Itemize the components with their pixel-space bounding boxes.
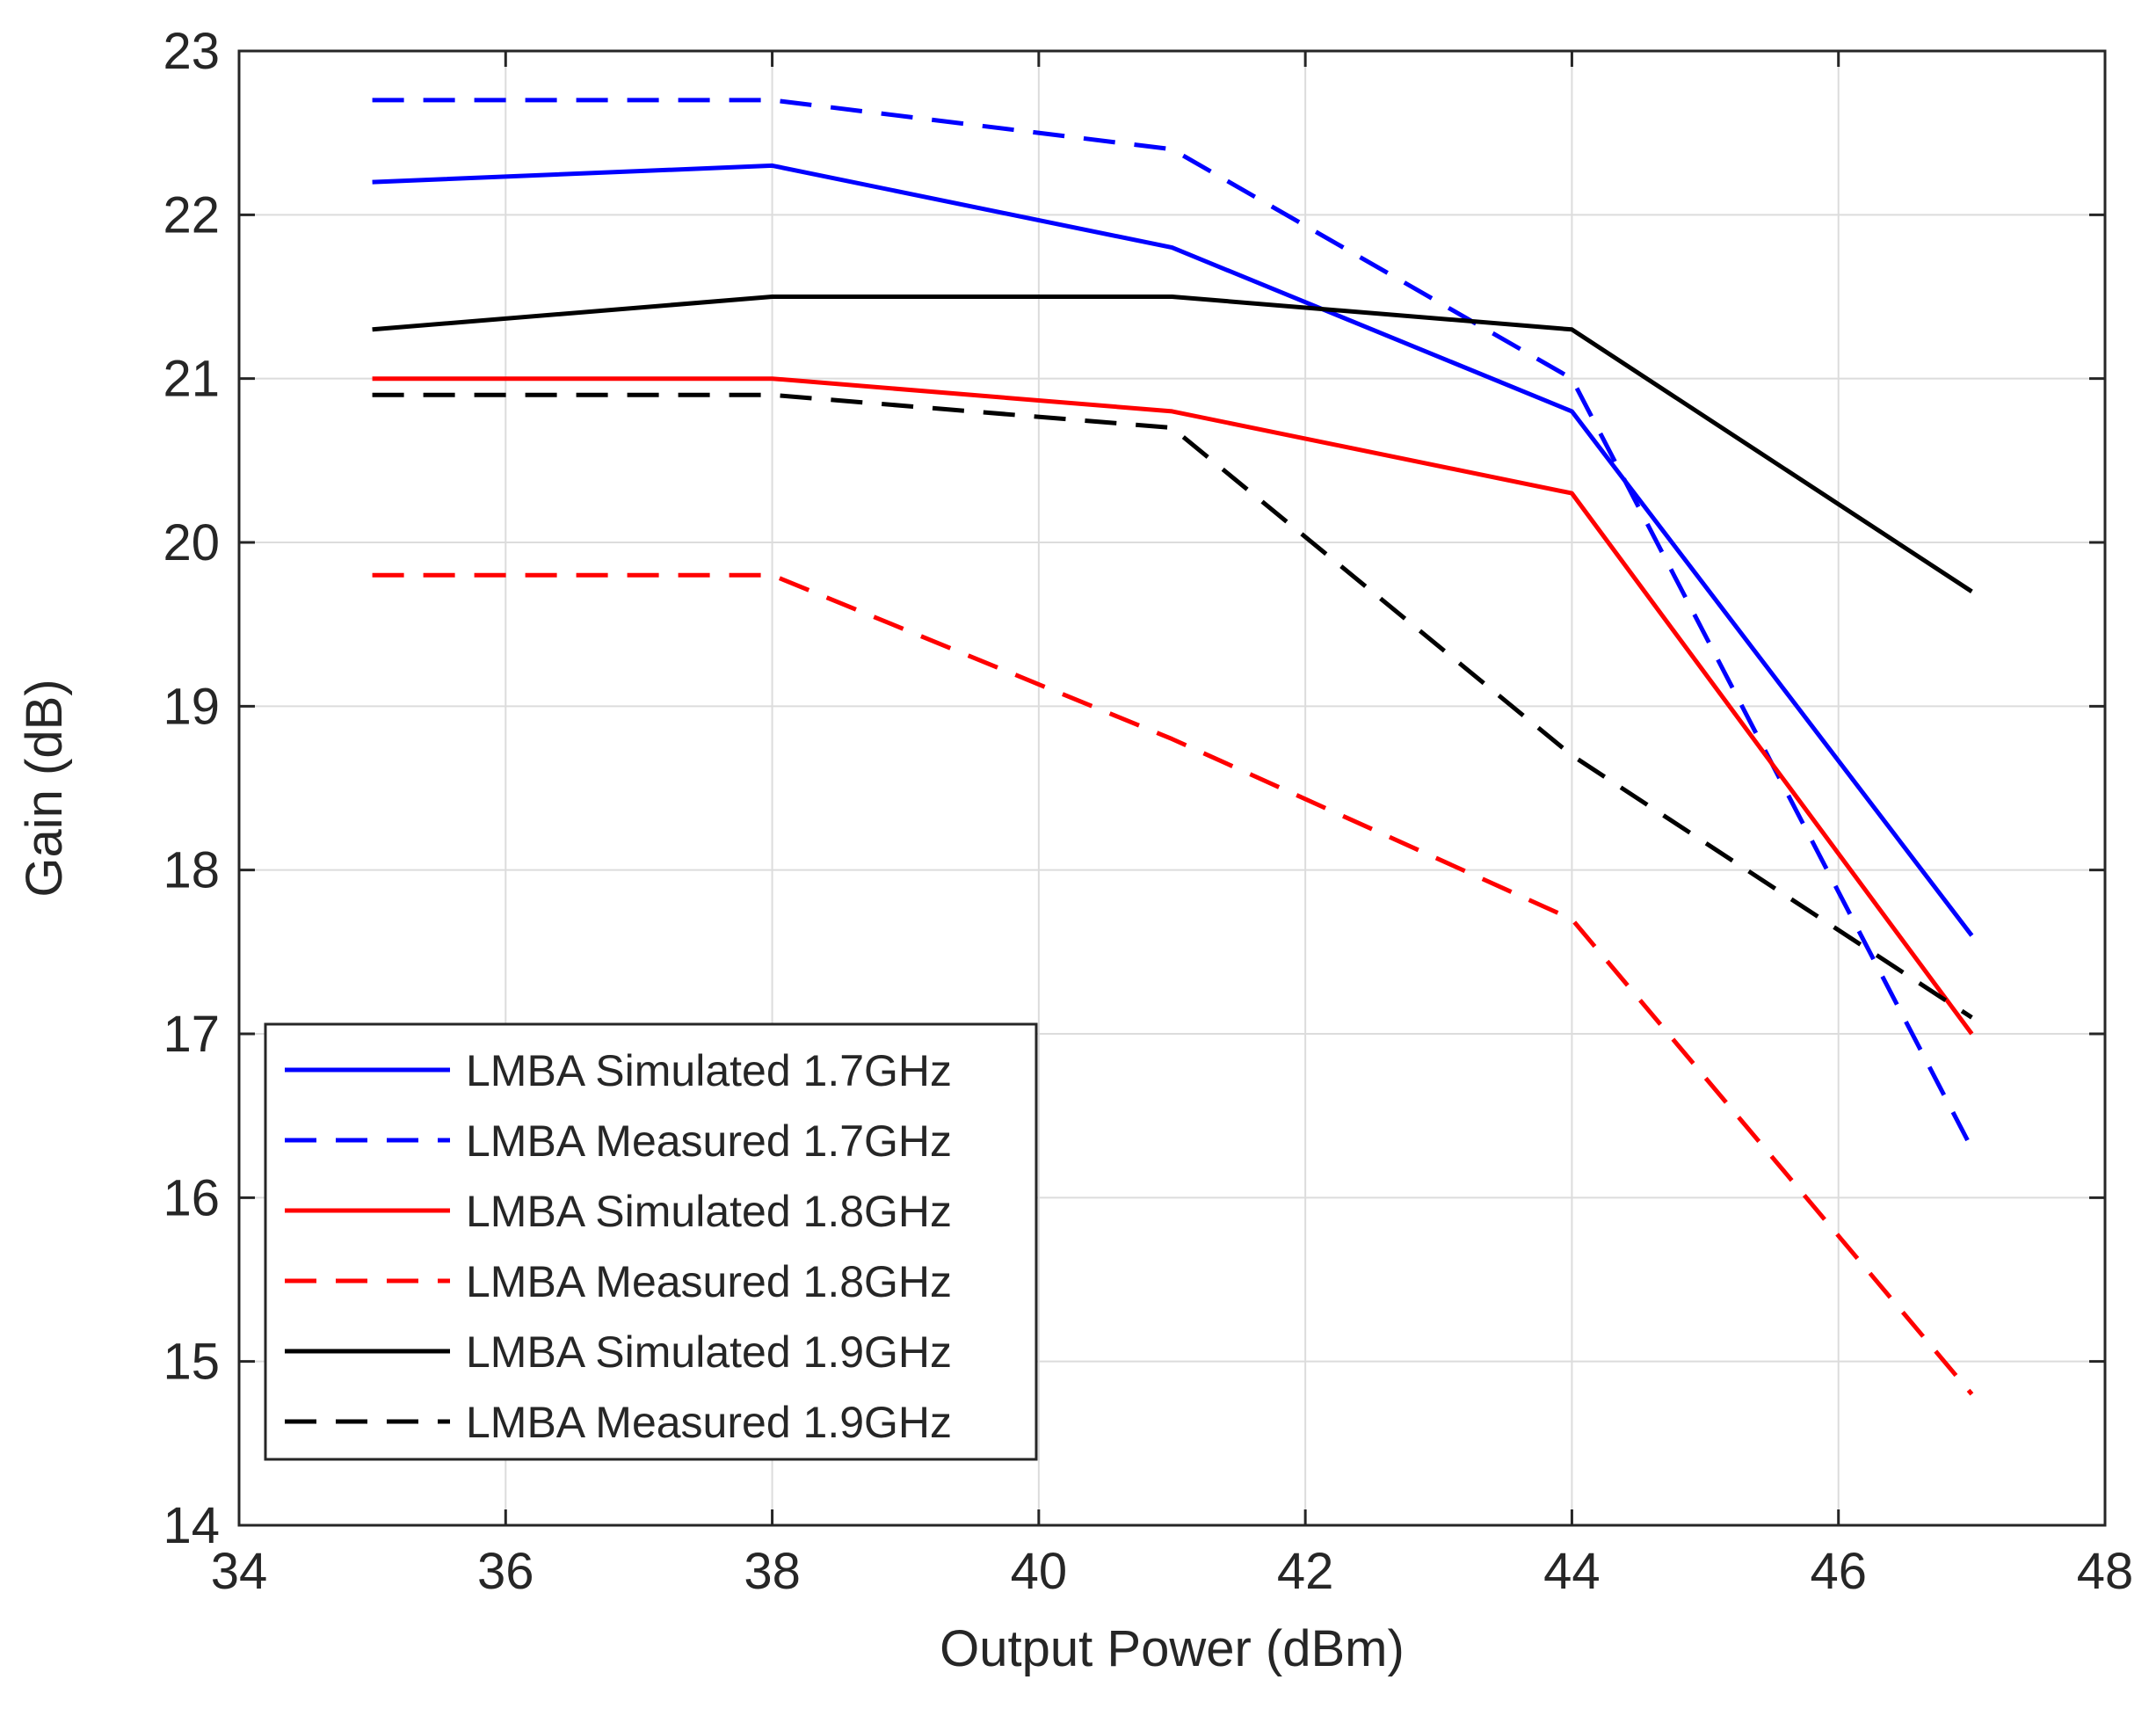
legend-label-6: LMBA Measured 1.9GHz [466,1398,952,1447]
x-tick-label: 48 [2077,1543,2134,1600]
y-tick-label: 22 [163,186,220,244]
y-tick-label: 21 [163,351,220,408]
plot-frame [237,49,2107,1527]
x-tick-label: 44 [1543,1543,1601,1600]
y-tick-label: 20 [163,514,220,571]
y-tick-label: 19 [163,678,220,735]
series-line-5 [372,295,1973,593]
x-tick-label: 42 [1277,1543,1334,1600]
x-axis-label: Output Power (dBm) [940,1620,1405,1677]
legend-label-3: LMBA Simulated 1.8GHz [466,1187,952,1236]
legend-label-5: LMBA Simulated 1.9GHz [466,1327,952,1377]
x-tick-label: 40 [1011,1543,1068,1600]
legend: LMBA Simulated 1.7GHz LMBA Measured 1.7GH… [264,1022,1038,1461]
y-tick-label: 17 [163,1006,220,1063]
y-tick-label: 15 [163,1334,220,1391]
x-tick-label: 36 [477,1543,534,1600]
x-tick-label: 34 [211,1543,268,1600]
axis-ticks: 34 36 38 40 42 44 46 48 14 15 16 17 18 19 20 21 22 23 [163,23,2133,1600]
series-line-6 [372,392,1973,1020]
x-tick-label: 46 [1810,1543,1867,1600]
y-tick-label: 16 [163,1169,220,1226]
series-lines [372,98,1974,1396]
legend-label-2: LMBA Measured 1.7GHz [466,1116,952,1166]
y-tick-label: 18 [163,842,220,899]
series-line-4 [372,572,1974,1396]
legend-label-1: LMBA Simulated 1.7GHz [466,1046,952,1095]
y-tick-label: 14 [163,1497,220,1554]
legend-box [264,1022,1038,1461]
series-line-3 [372,376,1974,1036]
y-axis-label: Gain (dB) [16,679,73,897]
legend-label-4: LMBA Measured 1.8GHz [466,1257,952,1306]
y-tick-label: 23 [163,23,220,80]
x-tick-label: 38 [744,1543,801,1600]
series-line-1 [372,163,1974,937]
series-line-2 [372,98,1974,1150]
